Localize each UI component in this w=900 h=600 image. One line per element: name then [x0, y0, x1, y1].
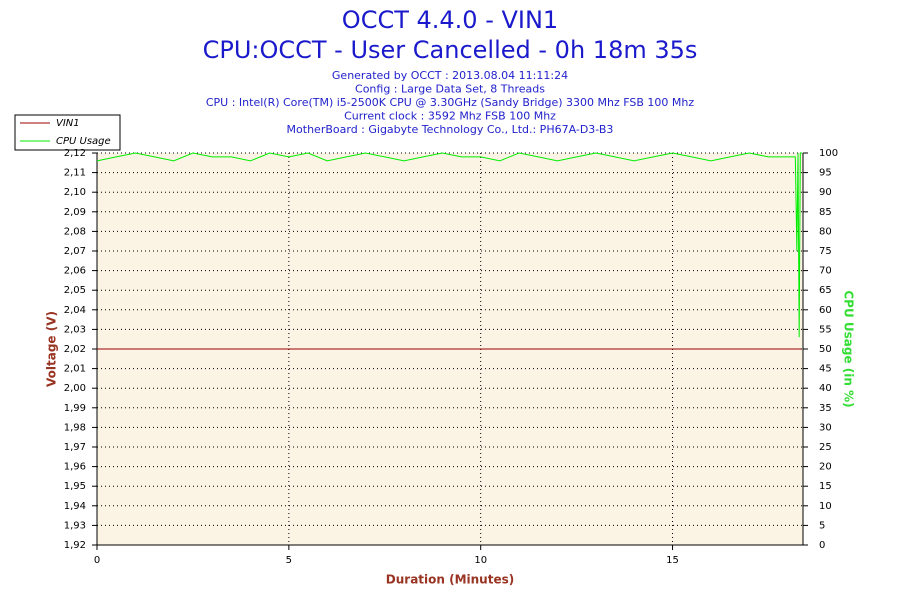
y2-tick-label: 75 [819, 246, 832, 257]
y-tick-label: 2,07 [64, 246, 86, 257]
y2-tick-label: 70 [819, 266, 832, 277]
y2-tick-label: 25 [819, 442, 832, 453]
y-tick-label: 1,98 [64, 422, 86, 433]
y-tick-label: 2,03 [64, 324, 86, 335]
y-tick-label: 1,92 [64, 540, 86, 551]
y-tick-label: 2,08 [64, 226, 86, 237]
chart-subtitle: CPU:OCCT - User Cancelled - 0h 18m 35s [203, 36, 698, 64]
y-tick-label: 2,05 [64, 285, 86, 296]
y2-tick-label: 0 [819, 540, 825, 551]
y2-tick-label: 60 [819, 305, 832, 316]
y2-tick-label: 30 [819, 422, 832, 433]
info-line: CPU : Intel(R) Core(TM) i5-2500K CPU @ 3… [206, 96, 694, 109]
y-tick-label: 1,95 [64, 481, 86, 492]
y2-tick-label: 40 [819, 383, 832, 394]
y-tick-label: 2,04 [64, 305, 86, 316]
y2-tick-label: 80 [819, 226, 832, 237]
y-tick-label: 2,01 [64, 364, 86, 375]
y-tick-label: 2,00 [64, 383, 86, 394]
y-tick-label: 2,09 [64, 207, 86, 218]
y-tick-label: 2,06 [64, 266, 86, 277]
info-line: Config : Large Data Set, 8 Threads [355, 83, 545, 96]
y2-tick-label: 10 [819, 501, 832, 512]
y-tick-label: 1,93 [64, 520, 86, 531]
y-axis-label: Voltage (V) [45, 311, 59, 387]
y2-tick-label: 5 [819, 520, 825, 531]
y2-tick-label: 45 [819, 364, 832, 375]
y2-tick-label: 50 [819, 344, 832, 355]
y2-tick-label: 15 [819, 481, 832, 492]
x-tick-label: 5 [286, 555, 292, 566]
y2-tick-label: 100 [819, 148, 838, 159]
chart-title: OCCT 4.4.0 - VIN1 [342, 6, 558, 34]
x-axis-label: Duration (Minutes) [386, 573, 514, 587]
y2-tick-label: 95 [819, 168, 832, 179]
series-line [96, 152, 803, 338]
y-tick-label: 1,94 [64, 501, 86, 512]
x-tick-label: 10 [474, 555, 487, 566]
y-tick-label: 2,02 [64, 344, 86, 355]
info-line: Current clock : 3592 Mhz FSB 100 Mhz [344, 110, 556, 123]
y-tick-label: 1,99 [64, 403, 86, 414]
y2-tick-label: 85 [819, 207, 832, 218]
info-line: Generated by OCCT : 2013.08.04 11:11:24 [332, 69, 568, 82]
y2-tick-label: 35 [819, 403, 832, 414]
legend-label: VIN1 [56, 118, 80, 129]
y-tick-label: 2,11 [64, 168, 86, 179]
x-tick-label: 15 [666, 555, 679, 566]
y-tick-label: 1,97 [64, 442, 86, 453]
y2-tick-label: 20 [819, 462, 832, 473]
y2-tick-label: 55 [819, 324, 832, 335]
y-tick-label: 2,10 [64, 187, 86, 198]
x-tick-label: 0 [94, 555, 100, 566]
legend-box [14, 114, 121, 151]
y2-axis-label: CPU Usage (in %) [842, 290, 856, 407]
info-line: MotherBoard : Gigabyte Technology Co., L… [287, 123, 614, 136]
y2-tick-label: 90 [819, 187, 832, 198]
y-tick-label: 1,96 [64, 462, 86, 473]
y2-tick-label: 65 [819, 285, 832, 296]
legend-label: CPU Usage [56, 136, 111, 147]
y-tick-label: 2,12 [64, 148, 86, 159]
